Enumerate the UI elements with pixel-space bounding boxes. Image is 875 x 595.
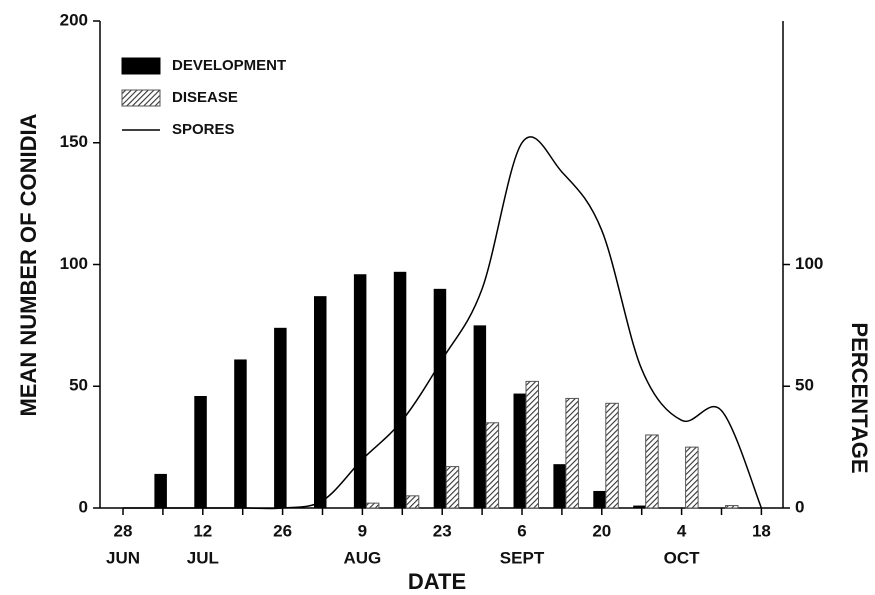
bar <box>234 359 247 508</box>
bar <box>353 274 367 508</box>
bar <box>365 502 380 509</box>
y2-tick-label: 50 <box>795 376 814 395</box>
bar <box>685 446 699 509</box>
legend-label: DEVELOPMENT <box>172 57 286 74</box>
bar <box>525 380 539 509</box>
bar <box>645 434 659 509</box>
legend-label: SPORES <box>172 121 235 138</box>
x-axis-label: DATE <box>408 569 466 594</box>
bar <box>274 327 287 508</box>
legend-swatch <box>121 57 161 75</box>
bar <box>393 271 407 508</box>
bar <box>725 505 739 509</box>
bar <box>433 288 447 508</box>
bar <box>154 473 167 508</box>
y-tick-label: 150 <box>60 132 88 151</box>
x-tick-label: 26 <box>273 521 292 540</box>
month-label: JUN <box>106 548 140 567</box>
y2-tick-label: 100 <box>795 254 823 273</box>
bar <box>314 296 327 508</box>
bar <box>485 422 500 509</box>
legend-swatch <box>121 89 161 107</box>
x-tick-label: 28 <box>114 521 133 540</box>
bar <box>553 464 566 508</box>
month-label: JUL <box>187 548 219 567</box>
bar <box>593 490 606 508</box>
y2-axis-label: PERCENTAGE <box>847 322 872 473</box>
y-tick-label: 0 <box>79 497 88 516</box>
bar <box>605 402 619 509</box>
y-tick-label: 100 <box>60 254 88 273</box>
x-tick-label: 20 <box>592 521 611 540</box>
bar <box>565 397 579 509</box>
month-label: AUG <box>344 548 382 567</box>
y-tick-label: 50 <box>69 376 88 395</box>
y-tick-label: 200 <box>60 10 88 29</box>
line <box>123 136 763 510</box>
legend-label: DISEASE <box>172 89 238 106</box>
bar <box>513 393 526 508</box>
bar <box>405 495 420 509</box>
bar <box>445 466 460 509</box>
x-tick-label: 12 <box>193 521 212 540</box>
month-label: OCT <box>664 548 701 567</box>
x-tick-label: 18 <box>752 521 771 540</box>
x-tick-label: 6 <box>517 521 526 540</box>
y-axis-label: MEAN NUMBER OF CONIDIA <box>16 113 41 416</box>
x-tick-label: 4 <box>677 521 687 540</box>
y2-tick-label: 0 <box>795 497 804 516</box>
bar <box>473 325 487 508</box>
bar <box>194 395 207 508</box>
month-label: SEPT <box>500 548 545 567</box>
bar <box>633 505 646 508</box>
x-tick-label: 9 <box>358 521 367 540</box>
x-tick-label: 23 <box>433 521 452 540</box>
